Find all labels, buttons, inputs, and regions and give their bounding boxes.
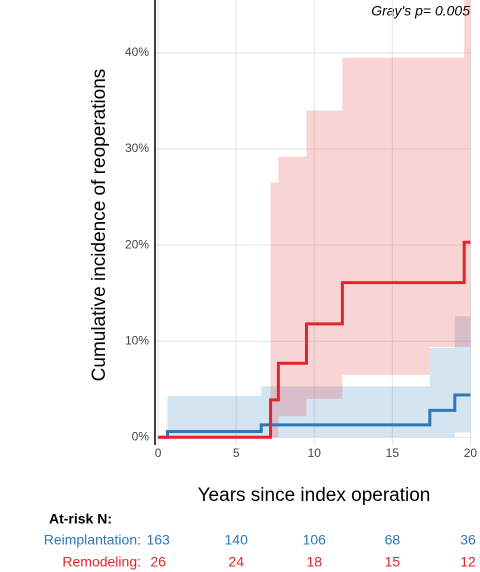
risk-count: 26 <box>150 554 166 570</box>
risk-row-name: Reimplantation: <box>44 532 141 548</box>
confidence-band <box>306 110 343 399</box>
step-line <box>158 240 471 439</box>
y-tick-label: 0% <box>132 429 150 443</box>
confidence-band <box>429 57 465 347</box>
x-tick-label: 15 <box>386 446 400 460</box>
y-tick-label: 20% <box>125 237 149 251</box>
risk-count: 163 <box>146 532 170 548</box>
risk-count: 12 <box>460 554 476 570</box>
risk-count: 68 <box>385 532 401 548</box>
confidence-band <box>429 347 455 438</box>
risk-count: 140 <box>225 532 249 548</box>
y-tick-label: 40% <box>125 45 149 59</box>
annotation: Gray's p= 0.005 <box>371 3 470 19</box>
step-line <box>158 393 471 439</box>
x-tick-label: 5 <box>233 446 240 460</box>
risk-count: 24 <box>228 554 244 570</box>
confidence-band <box>278 156 307 417</box>
risk-count: 36 <box>460 532 476 548</box>
y-tick-label: 30% <box>125 141 149 155</box>
confidence-band <box>464 0 471 347</box>
y-axis-title: Cumulative incidence of reoperations <box>89 69 110 382</box>
y-tick-label: 10% <box>125 333 149 347</box>
risk-count: 15 <box>385 554 401 570</box>
risk-table-title: At-risk N: <box>49 511 112 527</box>
confidence-band <box>270 182 279 438</box>
risk-count: 106 <box>303 532 327 548</box>
x-tick-label: 0 <box>155 446 162 460</box>
confidence-band <box>261 386 430 438</box>
x-tick-label: 20 <box>464 446 478 460</box>
risk-row-name: Remodeling: <box>62 554 141 570</box>
confidence-band <box>454 316 471 433</box>
confidence-band <box>342 57 430 375</box>
x-axis-title: Years since index operation <box>198 485 431 506</box>
risk-count: 18 <box>306 554 322 570</box>
x-tick-label: 10 <box>308 446 322 460</box>
